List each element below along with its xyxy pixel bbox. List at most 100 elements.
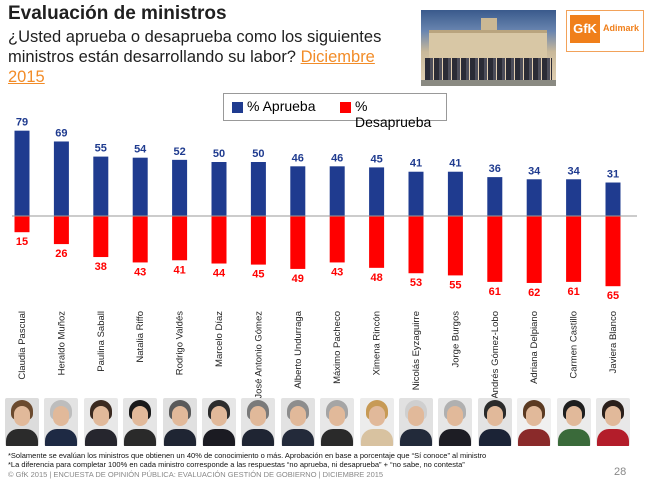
legend-swatch-approve bbox=[232, 102, 243, 113]
disapprove-value-label: 44 bbox=[213, 268, 226, 280]
approve-bar bbox=[132, 157, 148, 216]
minister-name-label: Claudia Pascual bbox=[17, 311, 28, 380]
minister-face bbox=[565, 406, 582, 426]
minister-name-label: Máximo Pacheco bbox=[332, 311, 343, 384]
minister-photo bbox=[556, 398, 591, 446]
disapprove-value-label: 55 bbox=[449, 279, 461, 291]
minister-name-label: Nicolás Eyzaguirre bbox=[411, 311, 422, 390]
disapprove-value-label: 61 bbox=[489, 286, 501, 298]
approve-bar bbox=[211, 162, 227, 216]
disapprove-bar bbox=[487, 216, 503, 282]
footnote-1: *Solamente se evalúan los ministros que … bbox=[8, 451, 487, 460]
approve-value-label: 46 bbox=[331, 152, 343, 164]
disapprove-value-label: 65 bbox=[607, 290, 619, 302]
approve-bar bbox=[526, 179, 542, 216]
minister-clothing bbox=[163, 429, 196, 446]
minister-face bbox=[211, 406, 227, 426]
minister-clothing bbox=[597, 429, 629, 446]
minister-name-label: Carmen Castillo bbox=[569, 311, 580, 379]
minister-face bbox=[329, 406, 346, 426]
approve-value-label: 46 bbox=[292, 152, 304, 164]
minister-face bbox=[605, 406, 621, 426]
minister-photo bbox=[399, 398, 433, 446]
approve-bar bbox=[329, 166, 345, 216]
disapprove-bar bbox=[14, 216, 30, 233]
minister-photo bbox=[123, 398, 158, 446]
minister-clothing bbox=[203, 429, 235, 446]
approve-value-label: 52 bbox=[173, 146, 185, 158]
survey-date: Diciembre 2015 bbox=[8, 48, 375, 86]
minister-clothing bbox=[557, 429, 590, 446]
minister-photo bbox=[477, 398, 512, 446]
minister-name-label: Heraldo Muñoz bbox=[56, 311, 67, 376]
minister-photo bbox=[359, 398, 394, 446]
approve-bar bbox=[408, 171, 424, 216]
minister-photo bbox=[5, 398, 39, 446]
minister-name-label: Rodrigo Valdés bbox=[175, 311, 186, 376]
minister-face bbox=[14, 406, 30, 426]
photo-ground bbox=[421, 80, 556, 86]
minister-photo bbox=[280, 398, 315, 446]
disapprove-value-label: 43 bbox=[134, 266, 146, 278]
minister-clothing bbox=[360, 429, 393, 446]
minister-face bbox=[132, 406, 149, 426]
minister-face bbox=[250, 406, 267, 426]
minister-photo bbox=[44, 398, 79, 446]
minister-name-label: Ximena Rincón bbox=[372, 311, 383, 375]
minister-clothing bbox=[242, 429, 275, 446]
minister-name-label: Alberto Undurraga bbox=[293, 310, 304, 388]
minister-name-label: José Antonio Gómez bbox=[253, 311, 264, 399]
disapprove-bar bbox=[132, 216, 148, 263]
approve-value-label: 79 bbox=[16, 117, 28, 129]
approve-value-label: 54 bbox=[134, 144, 147, 156]
minister-photo bbox=[83, 398, 118, 446]
minister-name-label: Marcelo Díaz bbox=[214, 311, 225, 367]
minister-face bbox=[408, 406, 424, 426]
approve-bar bbox=[250, 162, 266, 216]
photo-building bbox=[429, 30, 547, 63]
minister-name-label: Adriana Delpiano bbox=[529, 311, 540, 384]
minister-clothing bbox=[478, 429, 511, 446]
approve-bar bbox=[172, 159, 188, 216]
disapprove-bar bbox=[250, 216, 266, 265]
minister-clothing bbox=[321, 429, 354, 446]
legend-label-disapprove: % Desaprueba bbox=[355, 98, 432, 130]
minister-photo bbox=[202, 398, 236, 446]
minister-photo bbox=[517, 398, 552, 446]
footer-credit: © GfK 2015 | ENCUESTA DE OPINIÓN PÚBLICA… bbox=[8, 470, 384, 479]
minister-face bbox=[92, 406, 109, 426]
approve-bar bbox=[447, 171, 463, 216]
disapprove-bar bbox=[369, 216, 385, 268]
approve-bar bbox=[290, 166, 306, 216]
approve-value-label: 36 bbox=[489, 163, 501, 175]
chart-legend: % Aprueba % Desaprueba bbox=[223, 93, 447, 130]
approve-bar bbox=[369, 167, 385, 216]
disapprove-bar bbox=[408, 216, 424, 274]
footnote-2: *La diferencia para completar 100% en ca… bbox=[8, 460, 465, 469]
minister-clothing bbox=[518, 429, 551, 446]
minister-clothing bbox=[45, 429, 78, 446]
approve-bar bbox=[93, 156, 109, 216]
minister-face bbox=[171, 406, 188, 426]
disapprove-value-label: 38 bbox=[95, 261, 107, 273]
disapprove-value-label: 45 bbox=[252, 269, 264, 281]
approve-value-label: 50 bbox=[252, 148, 264, 160]
disapprove-value-label: 48 bbox=[370, 272, 382, 284]
minister-name-label: Paulina Saball bbox=[96, 311, 107, 372]
minister-photo bbox=[241, 398, 276, 446]
approve-bar bbox=[566, 179, 582, 216]
approve-value-label: 55 bbox=[95, 143, 107, 155]
disapprove-bar bbox=[447, 216, 463, 276]
disapprove-bar bbox=[329, 216, 345, 263]
minister-clothing bbox=[124, 429, 157, 446]
disapprove-bar bbox=[290, 216, 306, 269]
approve-bar bbox=[487, 177, 503, 216]
photo-cabinet-members bbox=[425, 58, 552, 84]
survey-question: ¿Usted aprueba o desaprueba como los sig… bbox=[8, 27, 408, 87]
disapprove-bar bbox=[566, 216, 582, 282]
approve-value-label: 41 bbox=[449, 158, 461, 170]
minister-face bbox=[53, 406, 70, 426]
approve-value-label: 50 bbox=[213, 148, 225, 160]
footnotes: *Solamente se evalúan los ministros que … bbox=[8, 451, 486, 469]
approve-value-label: 34 bbox=[567, 165, 580, 177]
